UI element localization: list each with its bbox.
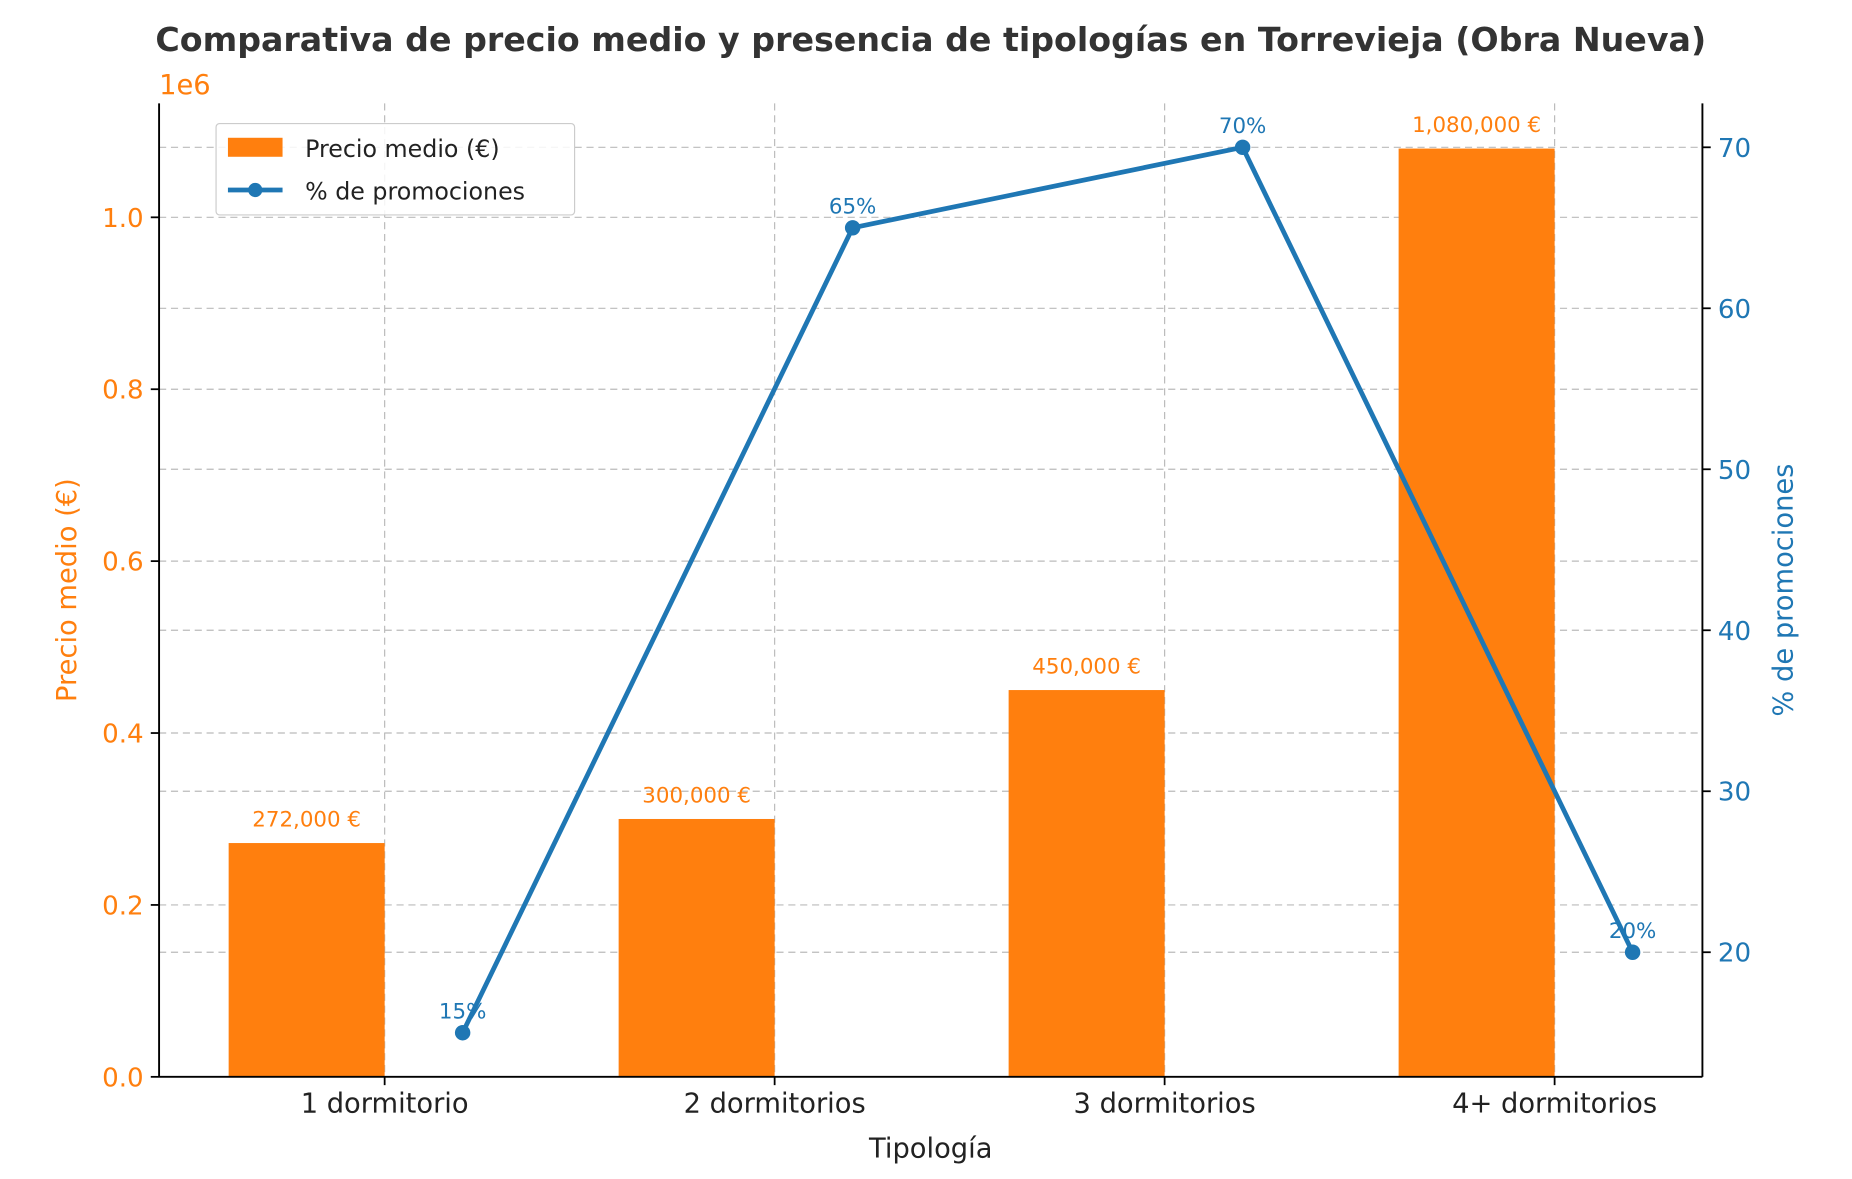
legend-bar-label: Precio medio (€) [305, 135, 500, 163]
chart-title: Comparativa de precio medio y presencia … [155, 20, 1706, 59]
left-tick-label: 0.4 [102, 720, 144, 750]
bar [1008, 690, 1165, 1077]
line-data-label: 20% [1609, 919, 1656, 944]
bar-data-label: 450,000 € [1032, 654, 1141, 679]
legend-line-marker [248, 182, 263, 198]
right-tick-label: 60 [1718, 295, 1751, 325]
line-data-label: 65% [829, 195, 876, 220]
right-tick-label: 70 [1718, 134, 1751, 164]
left-tick-label: 0.2 [102, 891, 144, 921]
bar [618, 818, 775, 1077]
right-tick-label: 20 [1718, 939, 1751, 969]
left-tick-label: 1.0 [102, 204, 144, 234]
x-tick-label: 4+ dormitorios [1452, 1088, 1657, 1119]
axes: 0.0 0.2 0.4 0.6 0.8 1.0 20 30 40 50 60 70 1 dormitor… [102, 103, 1751, 1119]
line-series: 15% 65% 70% 20% [439, 114, 1656, 1041]
left-tick-label: 0.0 [102, 1063, 144, 1093]
line-point [454, 1025, 471, 1041]
bars: 272,000 € 300,000 € 450,000 € 1,080,000 € [228, 113, 1555, 1077]
x-axis-label: Tipología [868, 1134, 992, 1165]
legend-bar-swatch [227, 137, 283, 157]
right-tick-label: 40 [1718, 617, 1751, 647]
line-point [844, 220, 861, 236]
legend-box [215, 122, 576, 216]
left-axis-label: Precio medio (€) [52, 478, 83, 702]
x-tick-label: 1 dormitorio [301, 1088, 469, 1119]
bar-data-label: 300,000 € [642, 783, 751, 808]
line-path [460, 144, 1635, 1034]
left-tick-label: 0.6 [102, 548, 144, 578]
legend: Precio medio (€) % de promociones [215, 122, 576, 216]
bar-data-label: 272,000 € [252, 807, 361, 832]
right-tick-label: 30 [1718, 778, 1751, 808]
legend-line-label: % de promociones [305, 178, 525, 206]
line-data-label: 15% [439, 999, 486, 1024]
left-axis-offset-text: 1e6 [159, 70, 211, 101]
x-tick-label: 3 dormitorios [1074, 1088, 1256, 1119]
left-tick-label: 0.8 [102, 376, 144, 406]
line-data-label: 70% [1219, 114, 1266, 139]
bar [228, 843, 385, 1077]
bar [1398, 148, 1555, 1077]
line-point [1624, 944, 1641, 960]
right-tick-label: 50 [1718, 456, 1751, 486]
line-point [1234, 139, 1251, 156]
bar-data-label: 1,080,000 € [1412, 113, 1541, 138]
x-tick-label: 2 dormitorios [684, 1088, 866, 1119]
right-axis-label: % de promociones [1769, 464, 1800, 717]
